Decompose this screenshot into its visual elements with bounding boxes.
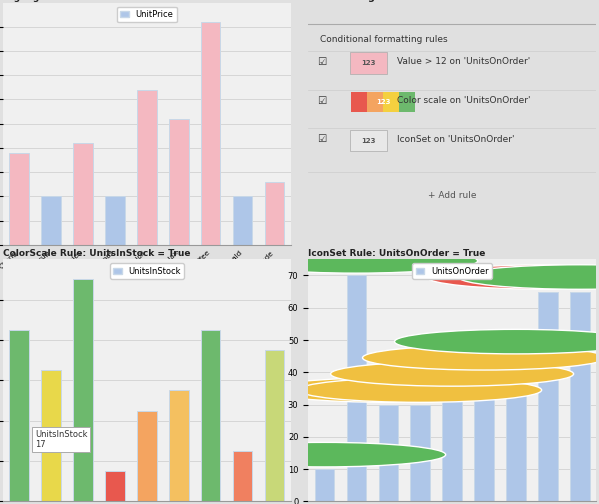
Text: UnitsInStock
17: UnitsInStock 17 — [35, 429, 87, 449]
Text: RulesManager: RulesManager — [308, 0, 386, 2]
Circle shape — [298, 378, 541, 402]
Bar — [73, 143, 93, 245]
Bar — [73, 279, 93, 501]
Bar — [170, 391, 189, 501]
FancyBboxPatch shape — [367, 92, 383, 111]
Text: IconSet Rule: UnitsOnOrder = True: IconSet Rule: UnitsOnOrder = True — [308, 249, 486, 259]
Bar — [443, 389, 462, 501]
FancyBboxPatch shape — [383, 92, 399, 111]
Legend: UnitsInStock: UnitsInStock — [110, 264, 184, 279]
Text: IconSet on 'UnitsOnOrder': IconSet on 'UnitsOnOrder' — [397, 135, 515, 144]
FancyBboxPatch shape — [350, 52, 388, 74]
Text: 123: 123 — [376, 99, 390, 105]
Bar — [105, 471, 125, 501]
FancyBboxPatch shape — [350, 130, 388, 152]
Bar — [233, 196, 253, 245]
Legend: UnitsOnOrder: UnitsOnOrder — [413, 264, 492, 279]
Text: ☑: ☑ — [317, 96, 326, 106]
Circle shape — [235, 248, 477, 273]
Text: ColorScale Rule: UnitsInStock = True: ColorScale Rule: UnitsInStock = True — [3, 249, 190, 259]
Bar — [233, 451, 253, 501]
Circle shape — [267, 378, 510, 402]
Bar — [170, 119, 189, 245]
Bar — [41, 370, 60, 501]
Text: ☑: ☑ — [317, 135, 326, 144]
Bar — [474, 372, 494, 501]
Circle shape — [362, 346, 599, 370]
FancyBboxPatch shape — [399, 92, 415, 111]
Bar — [137, 411, 156, 501]
Bar — [10, 153, 29, 245]
Text: 123: 123 — [361, 138, 376, 144]
Text: Color scale on 'UnitsOnOrder': Color scale on 'UnitsOnOrder' — [397, 96, 531, 105]
Bar — [41, 196, 60, 245]
Bar — [201, 22, 220, 245]
Bar — [265, 182, 285, 245]
Bar — [570, 291, 589, 501]
Bar — [105, 196, 125, 245]
Circle shape — [426, 265, 599, 289]
Bar — [346, 275, 366, 501]
Text: HighlightCells Rule: Value > 12 on UnitPrice: HighlightCells Rule: Value > 12 on UnitP… — [3, 0, 228, 2]
Text: Conditional formatting rules: Conditional formatting rules — [320, 35, 447, 44]
Bar — [10, 330, 29, 501]
Text: + Add rule: + Add rule — [428, 192, 476, 201]
Circle shape — [202, 443, 446, 467]
Text: ☑: ☑ — [317, 57, 326, 67]
Bar — [379, 405, 398, 501]
Bar — [410, 405, 429, 501]
Bar — [201, 330, 220, 501]
Bar — [506, 356, 526, 501]
Text: Value > 12 on 'UnitsOnOrder': Value > 12 on 'UnitsOnOrder' — [397, 57, 531, 67]
Circle shape — [331, 362, 574, 386]
FancyBboxPatch shape — [352, 92, 367, 111]
Legend: UnitPrice: UnitPrice — [117, 7, 177, 22]
Bar — [539, 291, 558, 501]
Bar — [137, 90, 156, 245]
Circle shape — [458, 265, 599, 289]
Bar — [314, 469, 334, 501]
Text: 123: 123 — [361, 60, 376, 66]
Circle shape — [395, 329, 599, 354]
Bar — [265, 350, 285, 501]
